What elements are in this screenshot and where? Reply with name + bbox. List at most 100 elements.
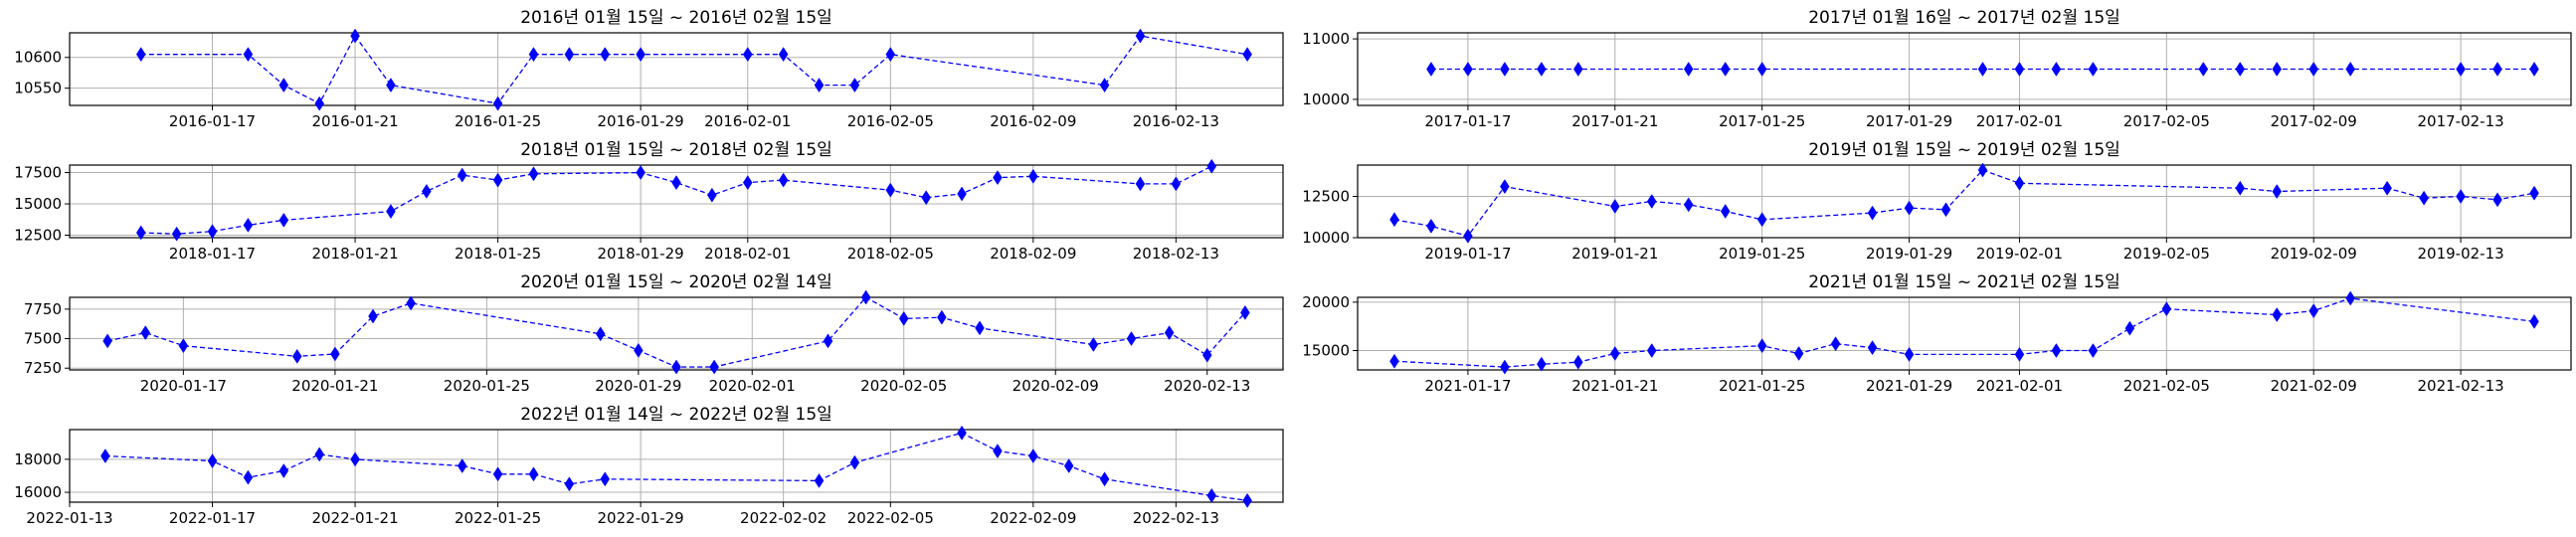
x-tick-label: 2016-02-05 <box>847 112 934 130</box>
data-point <box>1063 458 1074 473</box>
x-tick-label: 2020-02-01 <box>709 377 796 395</box>
data-point <box>778 47 789 63</box>
data-point <box>2198 62 2209 77</box>
data-point <box>957 186 967 202</box>
data-point <box>814 472 825 488</box>
data-point <box>1720 62 1731 77</box>
x-tick-label: 2020-01-25 <box>444 377 530 395</box>
x-tick-label: 2017-01-29 <box>1866 112 1952 130</box>
x-tick-label: 2019-02-01 <box>1976 245 2063 263</box>
data-point <box>2419 190 2429 206</box>
data-point <box>707 187 717 203</box>
data-point <box>860 289 871 305</box>
data-point <box>140 325 151 341</box>
data-point <box>2088 343 2099 358</box>
y-tick-label: 7250 <box>24 359 62 377</box>
x-tick-label: 2016-02-13 <box>1133 112 1219 130</box>
chart-panel-0: 2016년 01월 15일 ~ 2016년 02월 15일 2016-01-17 2… <box>14 8 1284 130</box>
data-point <box>243 47 254 63</box>
data-point <box>1756 62 1767 77</box>
axes-frame <box>69 32 1284 106</box>
chart-panel-2: 2018년 01월 15일 ~ 2018년 02월 15일 2018-01-17 2… <box>14 140 1284 263</box>
x-tick-label: 2020-01-29 <box>595 377 681 395</box>
x-tick-label: 2021-02-01 <box>1976 377 2063 395</box>
data-point <box>849 78 860 93</box>
data-point <box>492 172 503 188</box>
data-point <box>1206 158 1217 174</box>
data-point <box>528 47 539 63</box>
series-line <box>1393 297 2535 368</box>
x-tick-label: 2019-01-25 <box>1719 245 1805 263</box>
x-tick-label: 2021-01-25 <box>1719 377 1805 395</box>
data-point <box>2529 185 2539 201</box>
data-point <box>1756 212 1767 228</box>
axes-frame <box>1357 296 2572 371</box>
data-point <box>1242 492 1252 508</box>
data-point <box>386 204 396 220</box>
data-point <box>1389 212 1399 228</box>
data-point <box>1171 176 1182 192</box>
axes-frame <box>69 164 1284 239</box>
x-tick-label: 2019-02-13 <box>2417 245 2503 263</box>
data-point <box>2235 62 2246 77</box>
data-point <box>2529 313 2539 329</box>
data-point <box>2382 180 2392 196</box>
data-point <box>457 167 467 183</box>
x-tick-label: 2018-02-09 <box>990 245 1076 263</box>
data-point <box>1099 471 1110 487</box>
data-point <box>564 47 575 63</box>
x-tick-label: 2019-02-09 <box>2271 245 2357 263</box>
chart-title: 2022년 01월 14일 ~ 2022년 02월 15일 <box>520 405 832 425</box>
data-point <box>278 212 289 228</box>
data-point <box>278 463 289 478</box>
series-line <box>140 34 1248 104</box>
data-point <box>528 166 539 182</box>
data-point <box>2492 62 2502 77</box>
x-tick-label: 2016-01-17 <box>169 112 256 130</box>
data-point <box>1573 354 1583 370</box>
x-tick-label: 2021-01-17 <box>1424 377 1511 395</box>
data-point <box>634 342 644 358</box>
axes-frame <box>1357 164 2572 239</box>
x-tick-label: 2021-01-29 <box>1866 377 1952 395</box>
data-point <box>492 466 503 482</box>
data-point <box>2492 192 2502 208</box>
x-tick-label: 2017-02-01 <box>1976 112 2063 130</box>
data-point <box>975 320 985 336</box>
x-tick-label: 2022-02-09 <box>990 509 1076 527</box>
data-point <box>1793 345 1804 361</box>
data-point <box>823 333 833 349</box>
x-tick-label: 2018-02-13 <box>1133 245 1219 263</box>
x-tick-label: 2022-01-29 <box>598 509 684 527</box>
y-tick-label: 17500 <box>14 164 62 182</box>
data-point <box>1088 337 1099 352</box>
data-point <box>135 47 146 63</box>
data-point <box>314 95 324 111</box>
data-point <box>937 309 947 325</box>
data-point <box>2308 303 2319 319</box>
data-point <box>1573 62 1583 77</box>
data-point <box>2124 320 2135 336</box>
data-point <box>1537 356 1547 372</box>
x-tick-label: 2020-01-21 <box>291 377 378 395</box>
x-tick-label: 2016-01-25 <box>455 112 541 130</box>
data-point <box>1240 304 1250 320</box>
chart-title: 2017년 01월 16일 ~ 2017년 02월 15일 <box>1808 8 2120 28</box>
axes-frame <box>1357 32 2572 106</box>
data-point <box>1683 62 1694 77</box>
data-point <box>595 326 606 342</box>
data-point <box>814 78 825 93</box>
series-line <box>106 296 1246 368</box>
data-point <box>564 476 575 492</box>
data-point <box>1028 448 1038 464</box>
series-line <box>140 165 1212 235</box>
data-point <box>1720 203 1731 219</box>
data-point <box>921 190 931 206</box>
data-point <box>330 346 340 362</box>
data-point <box>135 225 146 241</box>
data-point <box>898 310 909 326</box>
data-point <box>1867 205 1878 221</box>
series-line <box>104 432 1248 501</box>
data-point <box>386 78 396 93</box>
